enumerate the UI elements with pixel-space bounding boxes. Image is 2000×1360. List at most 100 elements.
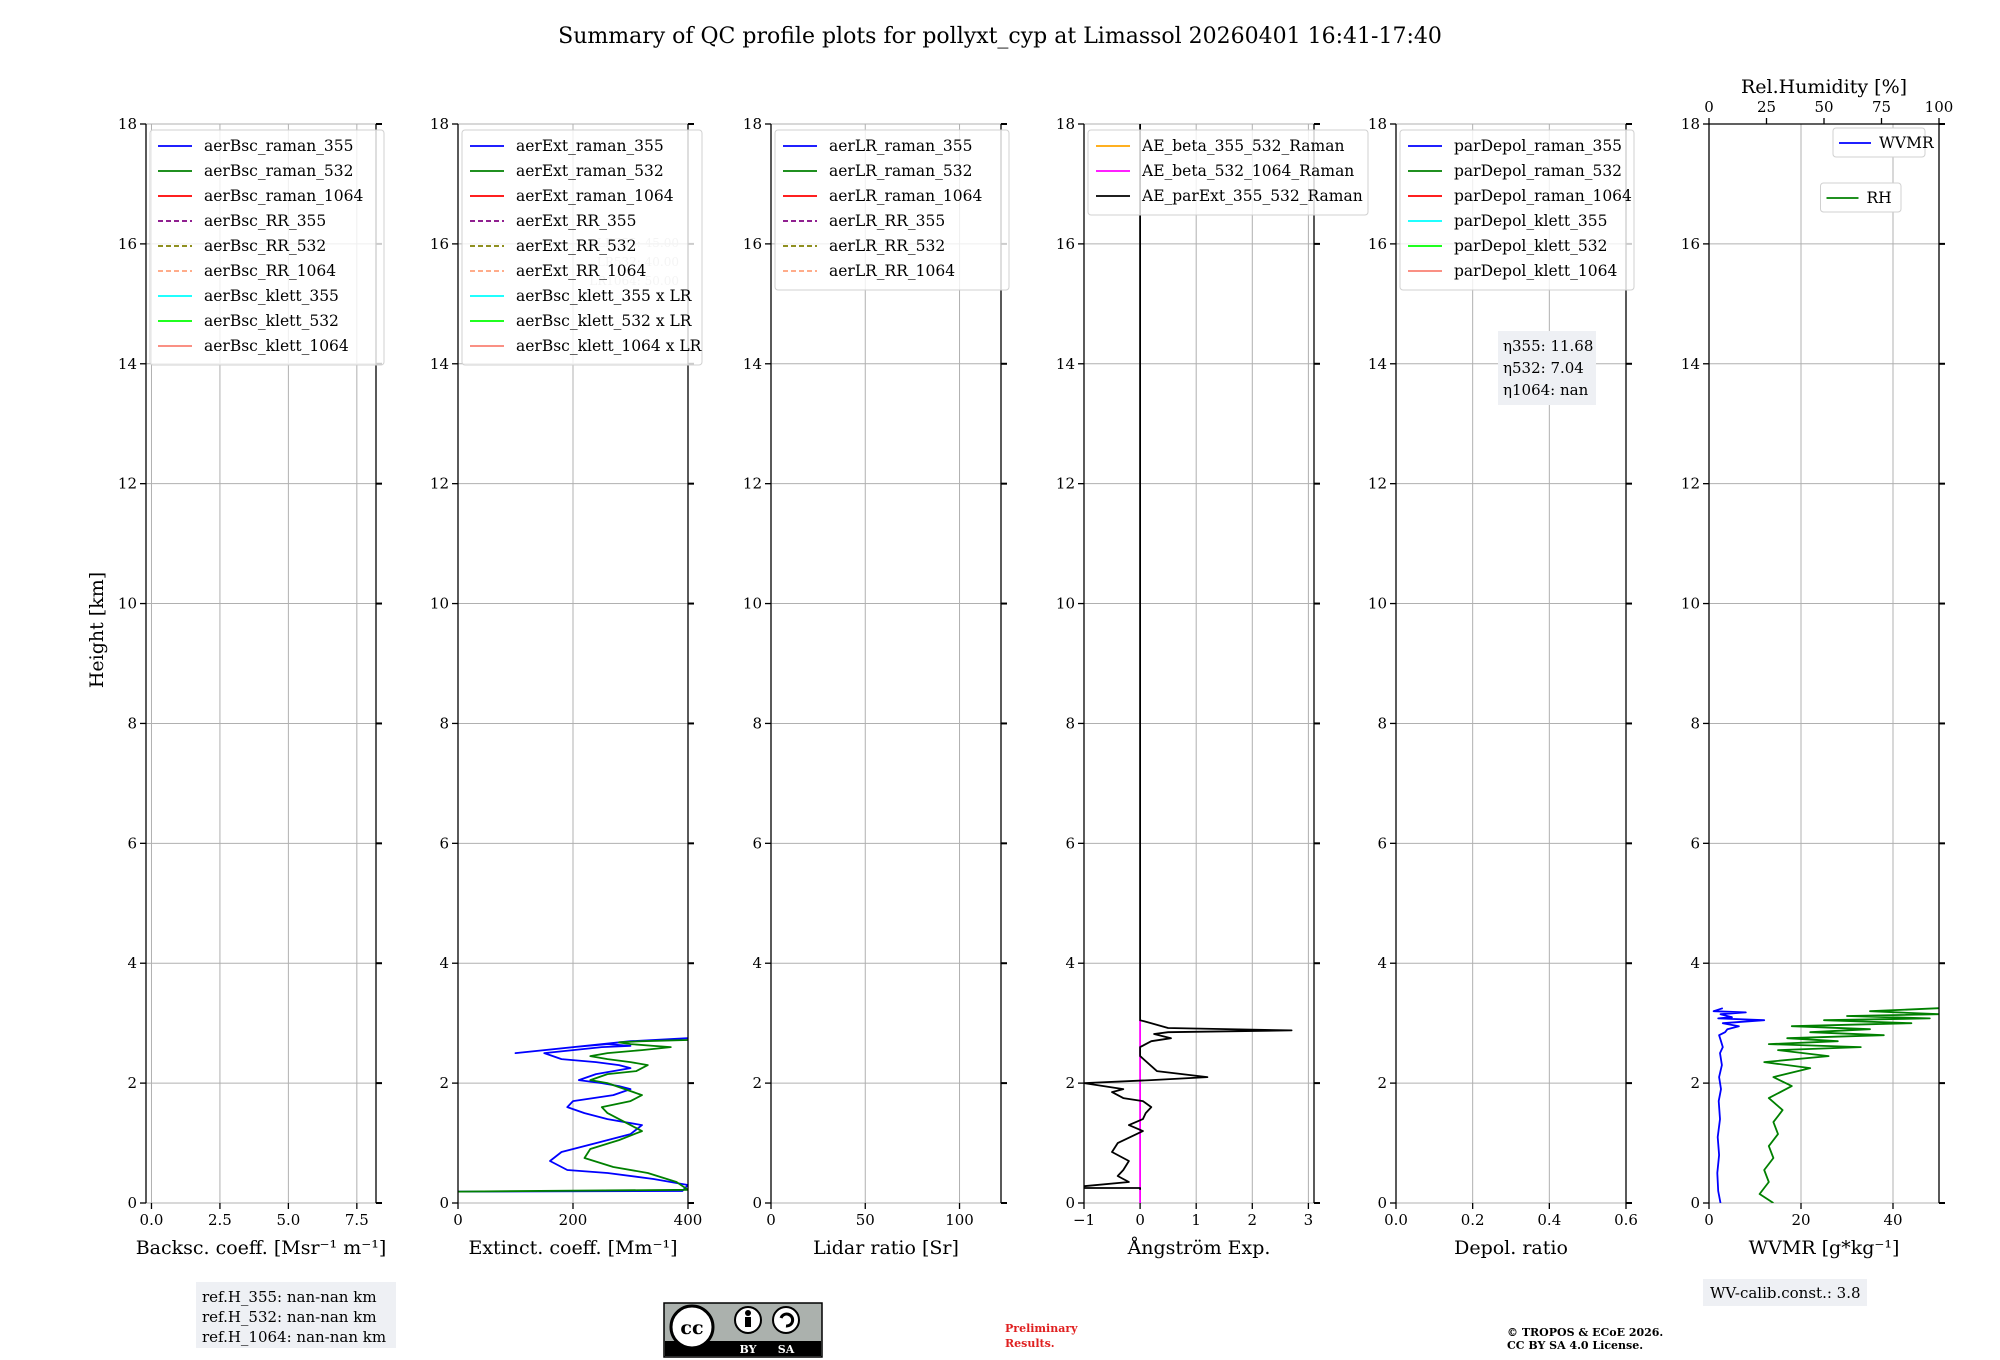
legend-label-lr-2: aerLR_raman_1064 — [829, 187, 982, 205]
ytick-label-ae-0: 0 — [1065, 1194, 1075, 1212]
top-axis-label-wv: Rel.Humidity [%] — [1741, 76, 1907, 98]
eta-box — [1498, 331, 1596, 405]
ytick-label-bsc-0: 0 — [127, 1194, 137, 1212]
figure-title: Summary of QC profile plots for pollyxt_… — [558, 24, 1442, 49]
copyright-line-1: © TROPOS & ECoE 2026. — [1507, 1326, 1663, 1339]
xtick-label-lr-1: 50 — [856, 1211, 875, 1229]
x-axis-label-bsc: Backsc. coeff. [Msr⁻¹ m⁻¹] — [136, 1237, 387, 1259]
legend-label-wv-0: WVMR — [1879, 134, 1935, 152]
legend-label-dep-3: parDepol_klett_355 — [1454, 212, 1607, 230]
legend-label-ext-1: aerExt_raman_532 — [516, 162, 664, 180]
ytick-label-bsc-5: 10 — [118, 595, 137, 613]
series-ext-aerExt_raman_355 — [458, 1037, 688, 1193]
ytick-label-wv-5: 10 — [1681, 595, 1700, 613]
ytick-label-ae-3: 6 — [1065, 834, 1075, 852]
top-xtick-label-wv-4: 100 — [1925, 98, 1954, 116]
ytick-label-lr-4: 8 — [752, 714, 762, 732]
ytick-label-ae-5: 10 — [1056, 595, 1075, 613]
ytick-label-bsc-7: 14 — [118, 355, 137, 373]
series-wv-RH — [1758, 1007, 1939, 1203]
xtick-label-ext-0: 0 — [453, 1211, 463, 1229]
legend-frame-ae — [1087, 129, 1369, 216]
xtick-label-wv-1: 20 — [1791, 1211, 1810, 1229]
ytick-label-ae-4: 8 — [1065, 714, 1075, 732]
legend-label-bsc-5: aerBsc_RR_1064 — [204, 262, 336, 280]
ytick-label-ext-6: 12 — [430, 475, 449, 493]
cc-sa-label: SA — [778, 1343, 795, 1356]
ytick-label-lr-3: 6 — [752, 834, 762, 852]
xtick-label-dep-2: 0.4 — [1537, 1211, 1561, 1229]
legend-label-lr-1: aerLR_raman_532 — [829, 162, 972, 180]
ytick-label-dep-6: 12 — [1368, 475, 1387, 493]
legend-frame-bsc — [149, 129, 385, 366]
legend-box-wv-1 — [1820, 182, 1902, 213]
ytick-label-bsc-8: 16 — [118, 235, 137, 253]
top-xtick-label-wv-2: 50 — [1814, 98, 1833, 116]
wv-calibration-box: WV-calib.const.: 3.8 — [1703, 1279, 1867, 1306]
xtick-label-ae-4: 3 — [1304, 1211, 1314, 1229]
xtick-label-ext-2: 400 — [674, 1211, 703, 1229]
xtick-label-ae-3: 2 — [1248, 1211, 1258, 1229]
legend-label-bsc-3: aerBsc_RR_355 — [204, 212, 326, 230]
ytick-label-ext-4: 8 — [439, 714, 449, 732]
ytick-label-dep-8: 16 — [1368, 235, 1387, 253]
legend-label-ext-0: aerExt_raman_355 — [516, 137, 664, 155]
ytick-label-ext-9: 18 — [430, 115, 449, 133]
svg-text:cc: cc — [680, 1317, 703, 1339]
series-group-ae — [1084, 124, 1293, 1203]
xtick-label-ae-0: −1 — [1073, 1211, 1095, 1229]
ytick-label-lr-0: 0 — [752, 1194, 762, 1212]
ytick-label-wv-9: 18 — [1681, 115, 1700, 133]
legend-label-dep-5: parDepol_klett_1064 — [1454, 262, 1617, 280]
top-xtick-label-wv-0: 0 — [1704, 98, 1714, 116]
ytick-label-dep-5: 10 — [1368, 595, 1387, 613]
legend-label-bsc-0: aerBsc_raman_355 — [204, 137, 354, 155]
panel-ext: 0 2 4 6 8 10 12 14 16 18 0 200 400 Extinct. coeff. [M… — [430, 115, 703, 1259]
x-axis-label-wv: WVMR [g*kg⁻¹] — [1749, 1237, 1900, 1259]
xtick-label-wv-2: 40 — [1883, 1211, 1902, 1229]
ref-height-355: ref.H_355: nan-nan km — [202, 1288, 377, 1306]
x-axis-label-ae: Ångström Exp. — [1127, 1237, 1271, 1259]
ytick-label-wv-8: 16 — [1681, 235, 1700, 253]
eta-value-0: η355: 11.68 — [1503, 337, 1593, 355]
legend-ae: AE_beta_355_532_Raman AE_beta_532_1064_Ra… — [1087, 129, 1369, 216]
legend-dep: parDepol_raman_355 parDepol_raman_532 parD… — [1399, 129, 1635, 291]
ytick-label-wv-7: 14 — [1681, 355, 1700, 373]
ytick-label-dep-3: 6 — [1377, 834, 1387, 852]
ytick-label-lr-2: 4 — [752, 954, 762, 972]
cc-by-label: BY — [740, 1343, 757, 1356]
legend-label-dep-2: parDepol_raman_1064 — [1454, 187, 1632, 205]
ytick-label-lr-8: 16 — [743, 235, 762, 253]
ytick-label-wv-4: 8 — [1690, 714, 1700, 732]
xtick-label-dep-3: 0.6 — [1614, 1211, 1638, 1229]
xtick-label-bsc-3: 7.5 — [345, 1211, 369, 1229]
legend-label-ext-8: aerBsc_klett_1064 x LR — [516, 337, 703, 355]
x-axis-label-lr: Lidar ratio [Sr] — [813, 1237, 959, 1259]
legend-box-wv-0 — [1832, 127, 1926, 158]
panel-bsc: 0 2 4 6 8 10 12 14 16 18 0.0 2.5 5.0 7.5 Backsc. coeff… — [118, 115, 386, 1259]
reference-height-box: ref.H_355: nan-nan km ref.H_532: nan-nan… — [196, 1282, 396, 1348]
legend-label-dep-1: parDepol_raman_532 — [1454, 162, 1622, 180]
eta-value-1: η532: 7.04 — [1503, 359, 1584, 377]
legend-label-bsc-2: aerBsc_raman_1064 — [204, 187, 364, 205]
legend-label-wv-1: RH — [1867, 189, 1892, 207]
xtick-label-lr-0: 0 — [766, 1211, 776, 1229]
series-group-ext — [458, 1037, 688, 1193]
legend-label-ext-2: aerExt_raman_1064 — [516, 187, 674, 205]
wv-calib-constant: WV-calib.const.: 3.8 — [1710, 1284, 1861, 1302]
ytick-label-wv-6: 12 — [1681, 475, 1700, 493]
top-xtick-label-wv-1: 25 — [1757, 98, 1776, 116]
legend-label-ext-5: aerExt_RR_1064 — [516, 262, 647, 280]
xtick-label-ae-2: 1 — [1191, 1211, 1201, 1229]
ytick-label-dep-9: 18 — [1368, 115, 1387, 133]
panel-lr: 0 2 4 6 8 10 12 14 16 18 0 50 100 Lidar ratio [Sr] aer… — [743, 115, 1010, 1259]
copyright-line-2: CC BY SA 4.0 License. — [1507, 1339, 1643, 1352]
legend-label-lr-3: aerLR_RR_355 — [829, 212, 945, 230]
ytick-label-ext-7: 14 — [430, 355, 449, 373]
ytick-label-ext-3: 6 — [439, 834, 449, 852]
legend-label-bsc-1: aerBsc_raman_532 — [204, 162, 354, 180]
series-group-wv — [1712, 1007, 1939, 1203]
eta-value-2: η1064: nan — [1503, 381, 1589, 399]
ytick-label-bsc-9: 18 — [118, 115, 137, 133]
